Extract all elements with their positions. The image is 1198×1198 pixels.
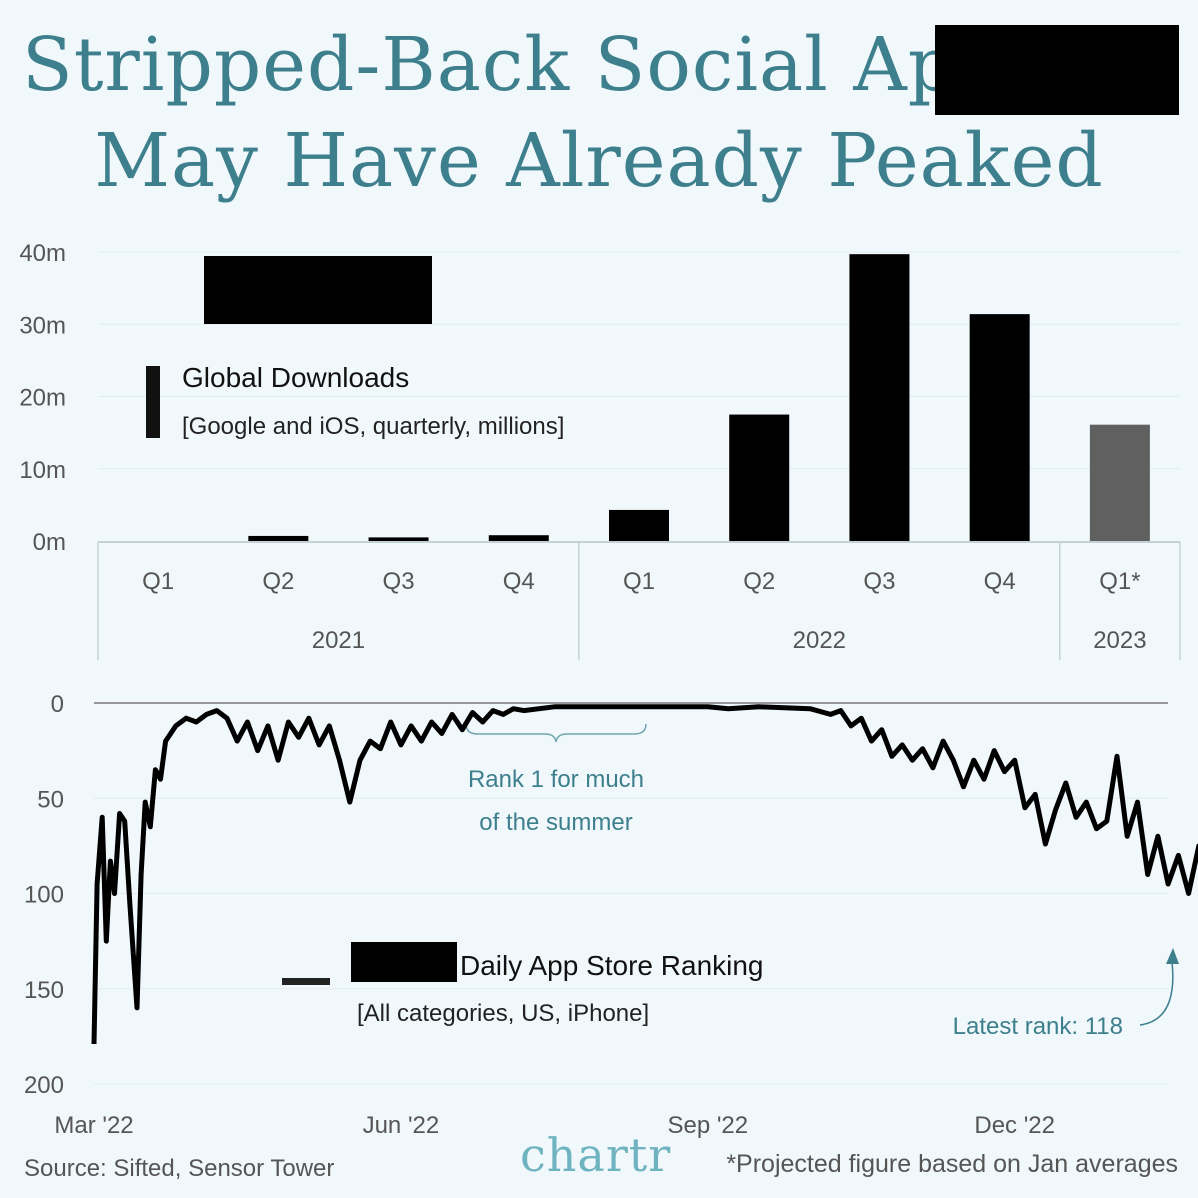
legend-subtitle-downloads: [Google and iOS, quarterly, millions] (182, 413, 564, 440)
year-label: 2022 (793, 627, 846, 654)
bar-y-tick-label: 30m (19, 312, 66, 339)
download-bar (248, 535, 309, 541)
download-bar (488, 535, 549, 541)
downloads-bar-chart: 0m 10m 20m 30m 40m Q1 Q2 Q3 Q4 Q1 Q2 Q3 Q4 Q1* 2021 20… (19, 240, 1181, 660)
download-bar (609, 509, 669, 541)
download-bar (368, 537, 429, 541)
bar-x-tick-label: Q3 (383, 568, 415, 595)
bar-y-tick-label: 0m (33, 529, 66, 556)
download-bar (729, 414, 790, 541)
line-y-tick-label: 150 (24, 977, 64, 1004)
download-bar (969, 314, 1030, 541)
bar-x-tick-label: Q1* (1099, 568, 1140, 595)
bar-y-tick-label: 20m (19, 385, 66, 412)
year-label: 2023 (1093, 627, 1146, 654)
bar-x-tick-label: Q1 (142, 568, 174, 595)
chart-title-line-1: Stripped-Back Social App (22, 22, 1005, 108)
bar-x-tick-label: Q4 (503, 568, 535, 595)
bar-x-tick-label: Q1 (623, 568, 655, 595)
line-y-tick-label: 0 (51, 691, 64, 718)
summer-brace (465, 723, 647, 743)
legend-swatch-line (282, 978, 330, 985)
line-y-tick-label: 200 (24, 1072, 64, 1099)
line-x-tick-label: Jun '22 (363, 1112, 440, 1139)
legend-subtitle-ranking: [All categories, US, iPhone] (357, 1000, 649, 1027)
legend-title-ranking: Daily App Store Ranking (460, 950, 764, 981)
bar-x-tick-label: Q2 (743, 568, 775, 595)
latest-rank-arrowhead (1166, 948, 1179, 964)
summer-annotation-line-1: Rank 1 for much (468, 766, 644, 793)
projection-footnote: *Projected figure based on Jan averages (726, 1150, 1178, 1178)
line-y-tick-label: 100 (24, 882, 64, 909)
brand-logo: chartr (520, 1128, 672, 1182)
chart-title-line-2: May Have Already Peaked (94, 118, 1104, 204)
redacted-app-label (351, 942, 457, 982)
line-y-tick-label: 50 (37, 786, 64, 813)
latest-rank-arrow (1139, 961, 1174, 1026)
line-x-tick-label: Dec '22 (974, 1112, 1055, 1139)
bar-x-tick-label: Q3 (863, 568, 895, 595)
line-x-tick-label: Sep '22 (667, 1112, 748, 1139)
summer-annotation-line-2: of the summer (479, 809, 632, 836)
source-note: Source: Sifted, Sensor Tower (24, 1155, 335, 1182)
bar-x-tick-label: Q2 (262, 568, 294, 595)
download-bar (1089, 424, 1150, 541)
legend-title-downloads: Global Downloads (182, 362, 409, 393)
latest-rank-annotation: Latest rank: 118 (953, 1013, 1123, 1040)
bar-y-tick-label: 10m (19, 457, 66, 484)
ranking-series-line (91, 704, 1198, 1045)
ranking-line-chart: 0 50 100 150 200 Mar '22 Jun '22 Sep '22 Dec '2… (24, 691, 1198, 1139)
line-x-tick-label: Mar '22 (54, 1112, 133, 1139)
legend-swatch-bars (146, 366, 160, 438)
download-bar (849, 254, 910, 542)
redacted-block (204, 256, 432, 324)
bar-x-tick-label: Q4 (984, 568, 1016, 595)
redacted-app-name (935, 25, 1179, 115)
bar-y-tick-label: 40m (19, 240, 66, 267)
year-label: 2021 (312, 627, 365, 654)
